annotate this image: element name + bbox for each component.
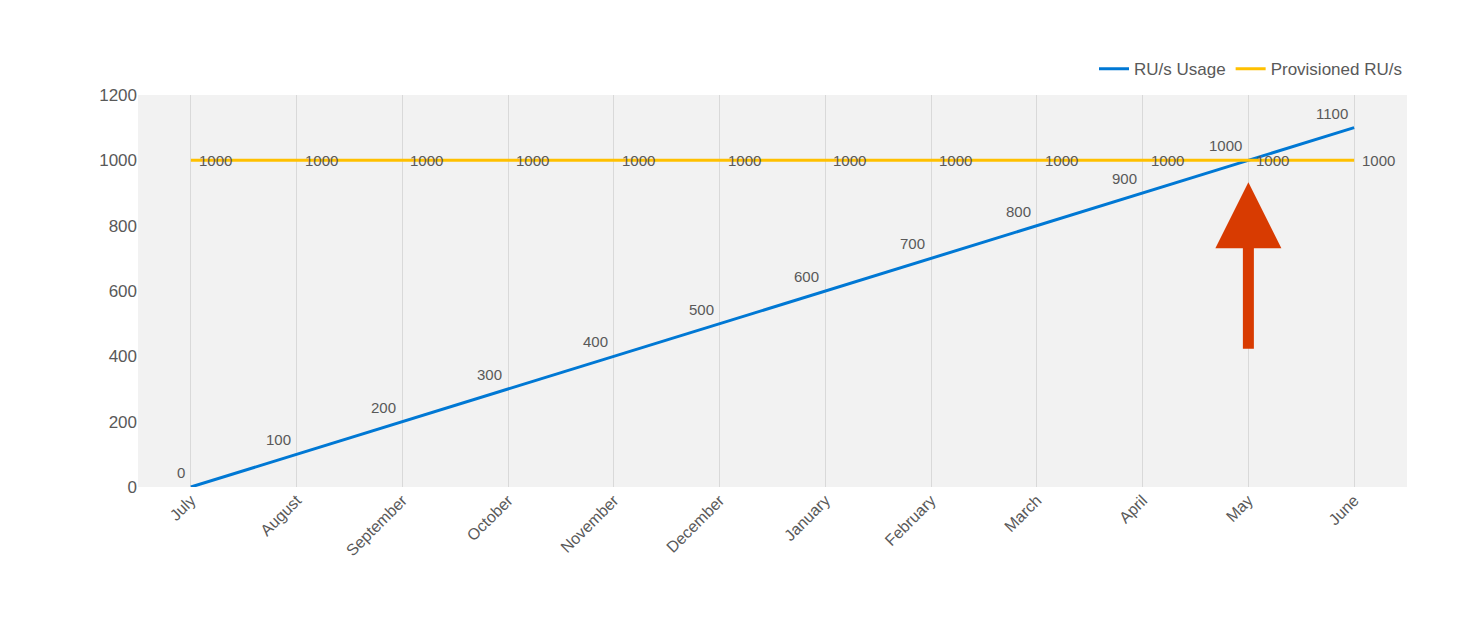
svg-text:July: July [167,492,199,524]
svg-text:February: February [882,492,939,549]
svg-text:200: 200 [371,399,396,416]
svg-text:1000: 1000 [99,151,137,170]
svg-text:1000: 1000 [410,152,443,169]
svg-text:100: 100 [266,431,291,448]
svg-text:800: 800 [1006,203,1031,220]
svg-text:December: December [663,491,728,556]
svg-text:September: September [343,491,411,559]
svg-text:1000: 1000 [1151,152,1184,169]
svg-text:August: August [257,491,305,539]
svg-text:400: 400 [109,347,137,366]
svg-text:600: 600 [109,282,137,301]
svg-text:700: 700 [900,235,925,252]
svg-text:January: January [781,492,833,544]
svg-text:1000: 1000 [1256,152,1289,169]
svg-text:April: April [1116,492,1151,527]
svg-text:1000: 1000 [1362,152,1395,169]
svg-text:900: 900 [1112,170,1137,187]
svg-text:400: 400 [583,333,608,350]
svg-text:1000: 1000 [622,152,655,169]
svg-text:600: 600 [794,268,819,285]
svg-text:1000: 1000 [516,152,549,169]
svg-text:1200: 1200 [99,86,137,105]
svg-text:1000: 1000 [939,152,972,169]
svg-text:RU/s Usage: RU/s Usage [1134,60,1226,79]
svg-text:May: May [1223,492,1256,525]
svg-text:October: October [464,491,517,544]
svg-text:1000: 1000 [1209,137,1242,154]
svg-text:1000: 1000 [1045,152,1078,169]
svg-text:November: November [557,491,622,556]
svg-text:200: 200 [109,413,137,432]
svg-text:1000: 1000 [305,152,338,169]
svg-text:1000: 1000 [833,152,866,169]
svg-text:March: March [1001,492,1044,535]
svg-text:0: 0 [177,464,185,481]
svg-text:Provisioned RU/s: Provisioned RU/s [1271,60,1402,79]
svg-text:800: 800 [109,217,137,236]
svg-text:1000: 1000 [728,152,761,169]
svg-text:1100: 1100 [1316,105,1348,122]
svg-text:300: 300 [477,366,502,383]
svg-text:0: 0 [128,478,137,497]
svg-text:June: June [1325,492,1362,529]
svg-text:500: 500 [689,301,714,318]
svg-text:1000: 1000 [199,152,232,169]
